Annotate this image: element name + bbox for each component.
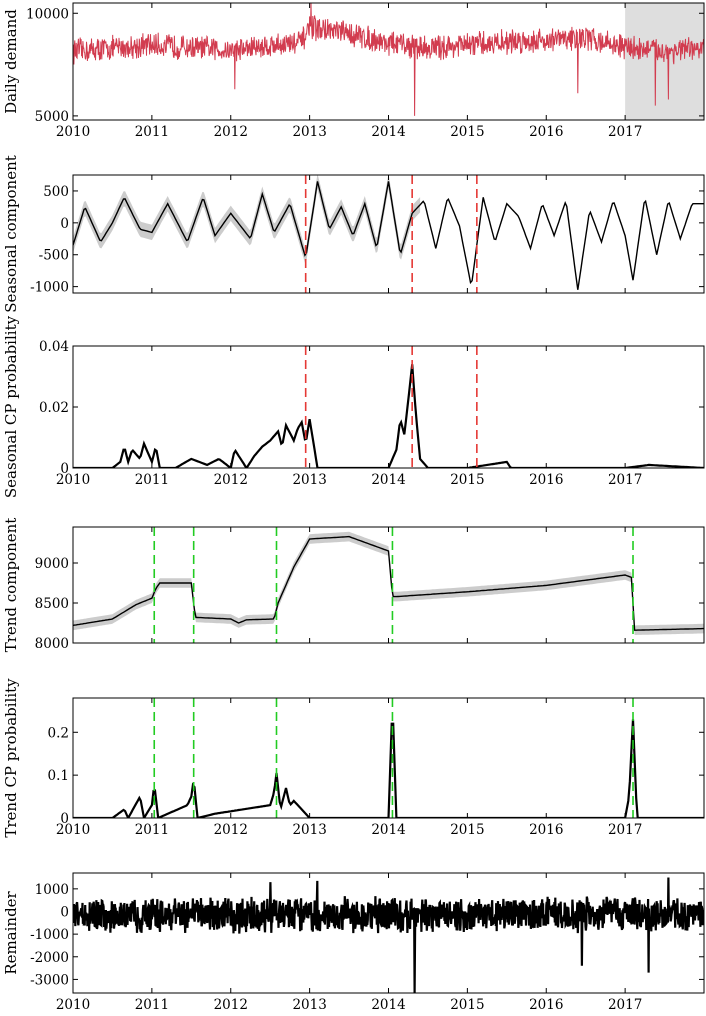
y-axis-label: Remainder — [2, 890, 20, 974]
y-tick-label: 0 — [60, 904, 69, 920]
x-tick-label: 2010 — [56, 124, 90, 140]
series-line-1 — [73, 535, 704, 631]
series-line-1 — [73, 877, 704, 993]
y-axis-label: Seasonal CP probability — [2, 315, 20, 498]
plot-area — [73, 877, 704, 993]
x-tick-label: 2017 — [608, 997, 642, 1013]
x-tick-label: 2012 — [214, 822, 248, 838]
x-tick-label: 2015 — [450, 997, 484, 1013]
y-tick-label: -500 — [39, 248, 69, 264]
x-tick-label: 2012 — [214, 997, 248, 1013]
plot-area — [73, 531, 704, 635]
series-line-1 — [73, 719, 704, 818]
y-tick-label: 8500 — [35, 596, 69, 612]
chart-panel-5: 0 0.1 0.2 2010 2011 2012 2013 2014 2015 2016 2017 T… — [2, 678, 705, 838]
x-tick-label: 2016 — [529, 822, 563, 838]
plot-area — [73, 364, 704, 468]
x-tick-label: 2012 — [214, 472, 248, 488]
x-tick-label: 2014 — [371, 472, 405, 488]
y-tick-label: 0.2 — [48, 725, 69, 741]
y-tick-label: 500 — [43, 184, 69, 200]
x-tick-label: 2016 — [529, 124, 563, 140]
axes-frame — [72, 2, 705, 121]
y-tick-label: 0 — [60, 811, 69, 827]
x-tick-label: 2010 — [56, 997, 90, 1013]
x-tick-label: 2011 — [135, 124, 169, 140]
y-tick-label: 0.02 — [39, 400, 69, 416]
y-axis-label: Daily demand — [2, 9, 20, 114]
y-tick-label: 5000 — [35, 109, 69, 125]
series-line-1 — [73, 3, 704, 116]
forecast-region — [625, 3, 704, 120]
x-tick-label: 2017 — [608, 822, 642, 838]
chart-panel-3: 0 0.02 0.04 2010 2011 2012 2013 2014 2015 2016 201… — [2, 315, 705, 498]
x-tick-label: 2016 — [529, 472, 563, 488]
x-tick-label: 2015 — [450, 822, 484, 838]
chart-panel-4: 8000 8500 9000 Trend component — [2, 518, 705, 653]
y-axis-label: Trend CP probability — [2, 678, 20, 838]
plot-area — [73, 175, 704, 290]
x-tick-label: 2013 — [292, 822, 326, 838]
axes-frame — [72, 174, 705, 294]
x-tick-label: 2013 — [292, 997, 326, 1013]
y-axis-label: Seasonal component — [2, 155, 20, 313]
y-tick-label: -1000 — [30, 280, 69, 296]
x-tick-label: 2011 — [135, 997, 169, 1013]
x-tick-label: 2014 — [371, 822, 405, 838]
y-tick-label: 0 — [60, 461, 69, 477]
plot-area — [73, 3, 704, 120]
x-tick-label: 2011 — [135, 472, 169, 488]
x-tick-label: 2017 — [608, 472, 642, 488]
x-tick-label: 2014 — [371, 997, 405, 1013]
y-tick-label: -1000 — [30, 927, 69, 943]
x-tick-label: 2010 — [56, 822, 90, 838]
y-tick-label: 9000 — [35, 556, 69, 572]
chart-panel-1: 5000 10000 2010 2011 2012 2013 2014 2015 2016 201… — [2, 2, 705, 140]
y-tick-label: 0 — [60, 216, 69, 232]
x-tick-label: 2013 — [292, 472, 326, 488]
y-tick-label: 0.1 — [48, 768, 69, 784]
x-tick-label: 2013 — [292, 124, 326, 140]
plot-area — [73, 719, 704, 818]
chart-panel-6: -3000 -2000 -1000 0 1000 2010 2011 2012 2013 2014… — [2, 872, 705, 1013]
y-axis-label: Trend component — [2, 518, 20, 653]
y-tick-label: 1000 — [35, 882, 69, 898]
x-tick-label: 2014 — [371, 124, 405, 140]
y-tick-label: 10000 — [26, 6, 69, 22]
axes-frame — [72, 872, 705, 994]
axes-frame — [72, 345, 705, 469]
series-line-1 — [73, 364, 704, 468]
x-tick-label: 2016 — [529, 997, 563, 1013]
chart-panel-2: -1000 -500 0 500 Seasonal component — [2, 155, 705, 313]
y-tick-label: 8000 — [35, 636, 69, 652]
y-tick-label: 0.04 — [39, 339, 69, 355]
x-tick-label: 2010 — [56, 472, 90, 488]
series-line-1 — [73, 181, 704, 290]
x-tick-label: 2015 — [450, 124, 484, 140]
y-tick-label: -3000 — [30, 972, 69, 988]
x-tick-label: 2015 — [450, 472, 484, 488]
x-tick-label: 2011 — [135, 822, 169, 838]
x-tick-label: 2017 — [608, 124, 642, 140]
x-tick-label: 2012 — [214, 124, 248, 140]
y-tick-label: -2000 — [30, 950, 69, 966]
